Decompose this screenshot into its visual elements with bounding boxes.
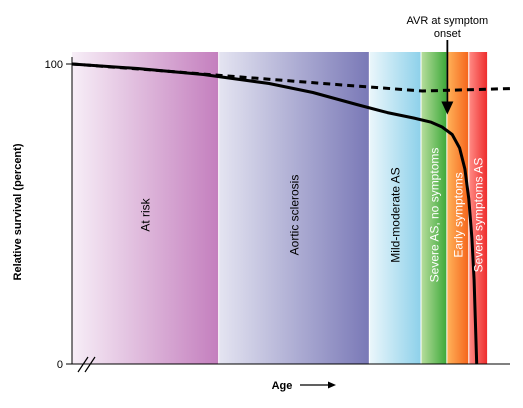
stage-label-5: Severe symptoms AS: [472, 158, 486, 273]
axes: [71, 57, 510, 373]
x-axis-title: Age: [272, 380, 293, 392]
y-tick-label-1: 0: [57, 359, 63, 371]
y-tick-label-0: 100: [45, 59, 63, 71]
axis-break-marks: [77, 356, 96, 373]
y-ticks: 100 0: [45, 59, 72, 371]
stage-region-1: [219, 52, 369, 364]
annotation-line-1: onset: [434, 28, 461, 40]
observed-survival-line: [71, 62, 479, 365]
stage-label-4: Early symptoms: [451, 172, 465, 257]
stage-region-0: [72, 52, 219, 364]
annotation-line-0: AVR at symptom: [407, 15, 489, 27]
x-axis-title-group: Age: [272, 380, 336, 392]
stage-region-3: [421, 52, 447, 364]
stage-regions: [72, 52, 488, 364]
stage-region-2: [369, 52, 421, 364]
x-axis-arrow-icon: [300, 381, 336, 389]
stage-label-1: Aortic sclerosis: [288, 175, 302, 256]
y-axis-title: Relative survival (percent): [12, 143, 24, 280]
stage-label-0: At risk: [139, 197, 153, 231]
stage-region-4: [447, 52, 469, 364]
expected-survival-line: [71, 62, 511, 93]
survival-series: [71, 62, 511, 365]
stage-label-2: Mild-moderate AS: [389, 167, 403, 262]
annotation-arrow-icon: [441, 101, 454, 115]
stage-label-3: Severe AS, no symptoms: [427, 148, 441, 283]
stage-labels: At risk Aortic sclerosis Mild-moderate AS S…: [139, 148, 486, 283]
